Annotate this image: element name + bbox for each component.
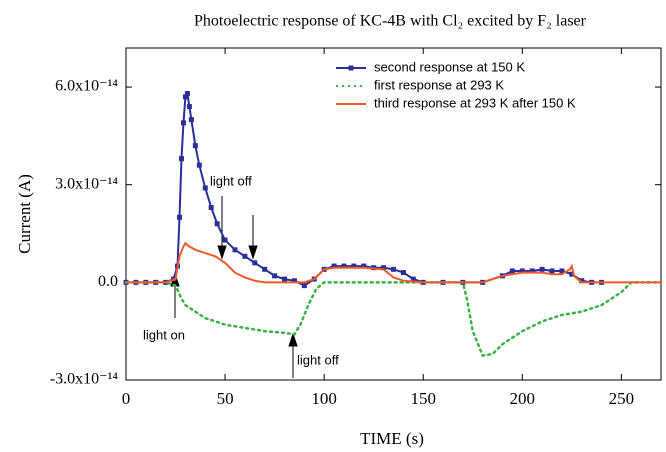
series-marker — [252, 260, 258, 266]
series-marker — [186, 104, 192, 110]
series-marker — [301, 283, 307, 289]
y-axis-label: Current (A) — [15, 174, 34, 254]
arrow-head — [248, 245, 258, 260]
series-marker — [222, 237, 228, 243]
series-marker — [391, 266, 396, 272]
series-marker — [232, 247, 238, 253]
series-marker — [410, 276, 416, 282]
series-marker — [178, 156, 184, 162]
series-marker — [196, 162, 202, 168]
series-marker — [282, 276, 288, 282]
series-marker — [177, 214, 182, 220]
series-marker — [184, 91, 190, 97]
series-line — [124, 281, 663, 357]
annotation: light off — [297, 352, 339, 367]
legend-label: second response at 150 K — [374, 59, 525, 74]
series-marker — [381, 265, 387, 271]
y-tick-label: 3.0x10⁻¹⁴ — [55, 175, 118, 192]
series-marker — [180, 120, 186, 126]
series-marker — [361, 263, 367, 269]
series-line — [125, 241, 662, 284]
series-marker — [569, 271, 575, 277]
arrow-head — [288, 332, 298, 347]
series-marker — [400, 270, 406, 276]
series-marker — [509, 268, 515, 274]
x-axis-label: TIME (s) — [360, 429, 424, 448]
series-marker — [242, 253, 248, 259]
series-line — [125, 90, 603, 287]
series-marker — [192, 143, 198, 149]
annotation: light off — [210, 173, 252, 188]
series-marker — [529, 268, 535, 274]
plot-frame — [125, 47, 662, 381]
arrow-head — [217, 245, 227, 260]
y-tick-label: -3.0x10⁻¹⁴ — [50, 371, 119, 388]
x-tick-label: 50 — [217, 389, 234, 408]
legend-label: third response at 293 K after 150 K — [374, 95, 576, 110]
chart-title: Photoelectric response of KC-4B with Cl₂… — [194, 13, 587, 30]
annotation: light on — [143, 327, 185, 342]
x-tick-label: 250 — [609, 389, 635, 408]
series-marker — [519, 268, 525, 274]
series-marker — [549, 268, 555, 274]
x-tick-label: 200 — [510, 389, 536, 408]
series-marker — [188, 117, 194, 123]
legend-label: first response at 293 K — [374, 77, 504, 92]
series-marker — [208, 204, 214, 210]
series-marker — [559, 268, 565, 274]
series-marker — [262, 266, 268, 272]
series-marker — [272, 273, 278, 279]
x-tick-label: 0 — [122, 389, 131, 408]
y-tick-label: 0.0 — [98, 273, 118, 290]
series-marker — [539, 266, 545, 272]
legend-marker — [348, 65, 354, 71]
series-marker — [351, 263, 357, 269]
series-marker — [331, 263, 337, 269]
series-marker — [182, 94, 188, 100]
x-tick-label: 100 — [311, 389, 337, 408]
series-marker — [202, 185, 208, 191]
series-marker — [214, 221, 220, 227]
series-marker — [579, 278, 585, 284]
y-tick-label: 6.0x10⁻¹⁴ — [55, 78, 118, 95]
annotation-arrows — [170, 196, 298, 378]
x-tick-label: 150 — [410, 389, 436, 408]
series-marker — [291, 278, 297, 284]
series-marker — [341, 263, 347, 269]
